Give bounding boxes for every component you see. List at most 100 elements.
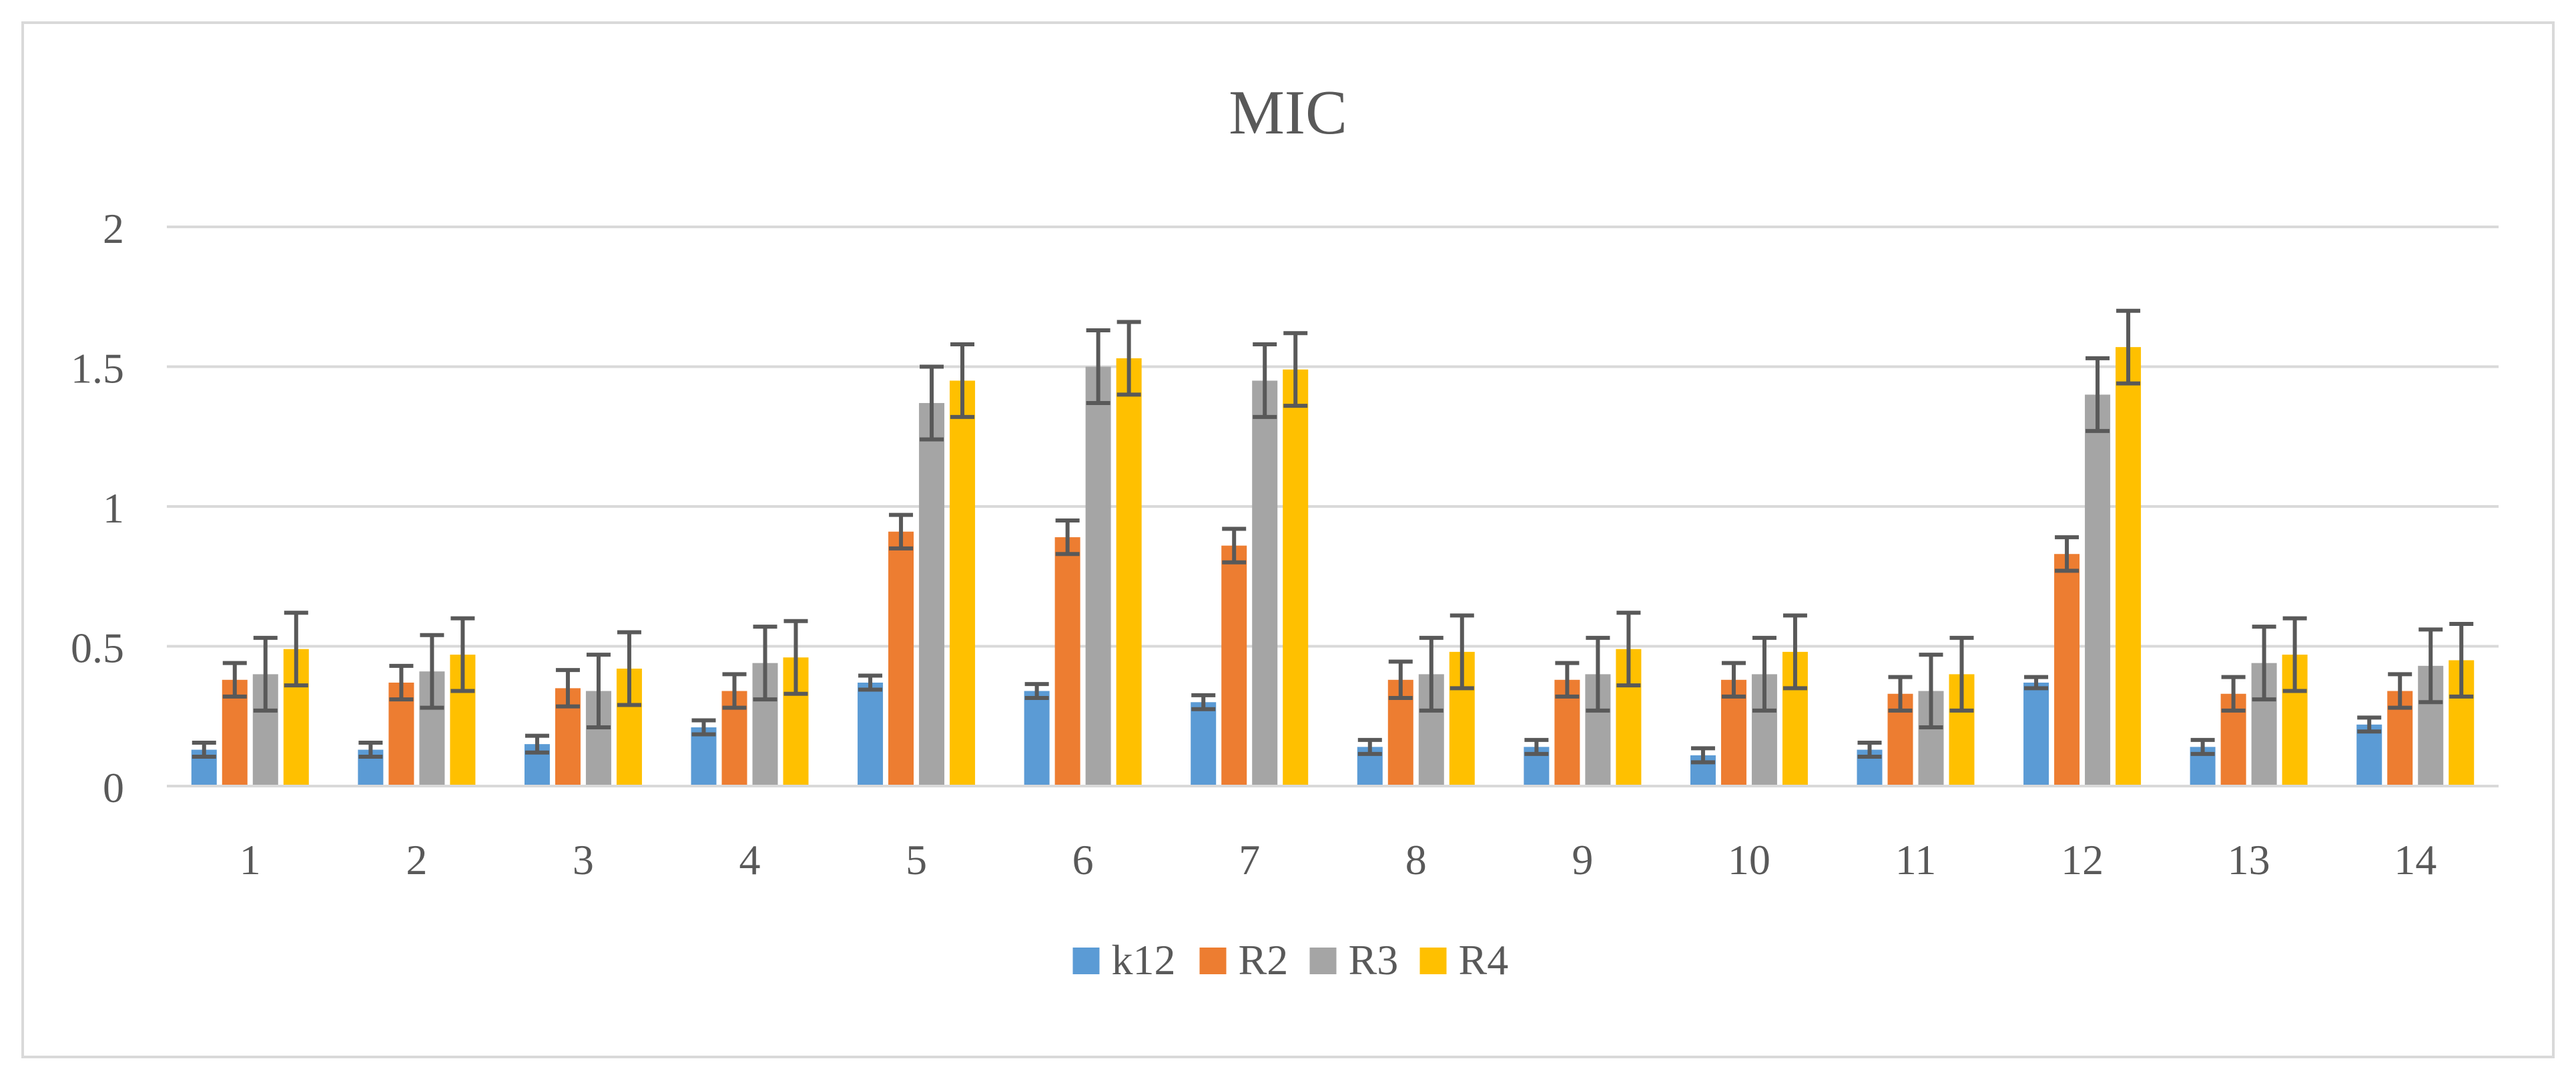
bar-R4-6 [1116, 358, 1142, 786]
bar-R3-12 [2085, 394, 2111, 786]
legend-swatch [1199, 948, 1227, 974]
error-bar-k12-9 [1524, 737, 1549, 756]
bar-k12-5 [858, 682, 884, 786]
error-bar-R2-2 [389, 663, 414, 702]
x-tick-label: 7 [1239, 836, 1260, 883]
x-tick-label: 12 [2061, 836, 2104, 883]
bar-k12-12 [2023, 682, 2049, 786]
y-tick-label: 2 [103, 205, 124, 252]
bar-k12-6 [1024, 691, 1050, 786]
x-tick-label: 6 [1072, 836, 1094, 883]
y-tick-label: 1 [103, 484, 124, 532]
error-bar-R3-6 [1086, 328, 1110, 405]
error-bar-R3-4 [753, 625, 777, 702]
x-tick-label: 14 [2394, 836, 2437, 883]
error-bar-R3-3 [586, 653, 611, 730]
x-tick-label: 3 [573, 836, 594, 883]
bar-R2-12 [2054, 554, 2080, 786]
error-bar-R4-4 [783, 619, 808, 696]
error-bar-R3-2 [420, 633, 444, 710]
error-bar-R2-9 [1555, 661, 1580, 699]
error-bar-R3-14 [2419, 627, 2443, 705]
error-bar-R4-12 [2116, 308, 2141, 386]
x-tick-label: 11 [1895, 836, 1937, 883]
bar-R4-7 [1283, 369, 1309, 786]
bar-R2-5 [888, 531, 914, 786]
error-bar-R2-12 [2055, 535, 2079, 573]
x-tick-label: 5 [906, 836, 927, 883]
x-tick-label: 4 [739, 836, 761, 883]
error-bar-R4-1 [284, 611, 308, 688]
x-tick-label: 8 [1405, 836, 1427, 883]
error-bar-R4-10 [1783, 613, 1807, 691]
error-bar-R3-9 [1586, 635, 1610, 713]
legend: k12 R2 R3 R4 [1072, 936, 1508, 984]
error-bar-R4-3 [617, 630, 641, 707]
y-tick-label: 0.5 [71, 625, 124, 672]
legend-label: k12 [1112, 936, 1176, 984]
error-bar-R4-13 [2282, 616, 2307, 693]
error-bar-R4-14 [2449, 621, 2474, 699]
x-tick-label: 9 [1572, 836, 1593, 883]
error-bar-k12-10 [1690, 746, 1715, 765]
error-bar-R4-8 [1450, 613, 1474, 691]
error-bar-R4-2 [450, 616, 475, 693]
error-bar-k12-1 [192, 741, 216, 759]
error-bar-k12-11 [1857, 741, 1882, 759]
error-bar-R4-11 [1949, 635, 1974, 713]
error-bar-R3-1 [253, 635, 278, 713]
error-bar-k12-13 [2190, 737, 2215, 756]
x-tick-label: 10 [1728, 836, 1770, 883]
error-bar-R3-12 [2085, 356, 2110, 433]
error-bar-R4-6 [1116, 320, 1141, 397]
error-bar-R2-7 [1222, 526, 1247, 565]
bar-R3-7 [1252, 380, 1278, 786]
error-bar-k12-5 [858, 673, 883, 692]
bar-k12-4 [691, 727, 717, 786]
chart-title: MIC [1229, 78, 1347, 147]
error-bar-k12-3 [525, 733, 549, 755]
error-bars [192, 308, 2474, 765]
error-bar-R2-13 [2221, 675, 2246, 713]
error-bar-R3-8 [1419, 635, 1443, 713]
error-bar-R3-13 [2252, 625, 2276, 702]
x-axis-tick-labels: 1 2 3 4 5 6 7 8 9 10 11 12 13 14 [240, 836, 2437, 883]
legend-swatch [1419, 948, 1447, 974]
error-bar-R3-5 [920, 364, 944, 442]
error-bar-R2-4 [722, 672, 747, 710]
error-bar-k12-6 [1024, 682, 1049, 701]
error-bar-R2-1 [222, 661, 247, 699]
error-bar-R2-11 [1888, 675, 1913, 713]
bar-R4-12 [2116, 347, 2142, 786]
legend-label: R2 [1239, 936, 1289, 984]
error-bar-k12-8 [1357, 737, 1382, 756]
legend-label: R3 [1349, 936, 1399, 984]
error-bar-R4-5 [950, 342, 975, 419]
legend-item-R3: R3 [1309, 936, 1399, 984]
bar-k12-14 [2356, 724, 2382, 786]
bar-R2-7 [1221, 545, 1247, 786]
error-bar-R2-14 [2388, 672, 2412, 710]
y-tick-label: 0 [103, 764, 124, 811]
error-bar-R4-9 [1616, 611, 1641, 688]
bar-R4-5 [950, 380, 976, 786]
error-bar-k12-2 [358, 741, 383, 759]
error-bar-R2-8 [1388, 659, 1413, 701]
error-bar-k12-14 [2357, 715, 2382, 734]
error-bar-R2-6 [1055, 518, 1080, 557]
y-tick-label: 1.5 [71, 345, 124, 392]
error-bar-k12-7 [1191, 693, 1216, 711]
error-bar-R2-3 [555, 668, 580, 709]
error-bar-R3-10 [1752, 635, 1777, 713]
error-bar-R2-10 [1721, 661, 1746, 699]
x-tick-label: 2 [406, 836, 427, 883]
error-bar-R2-5 [889, 512, 914, 551]
bar-R3-5 [919, 402, 945, 786]
legend-swatch [1072, 948, 1100, 974]
x-tick-label: 13 [2228, 836, 2270, 883]
x-tick-label: 1 [240, 836, 261, 883]
legend-swatch [1309, 948, 1337, 974]
bar-R3-6 [1085, 366, 1111, 786]
